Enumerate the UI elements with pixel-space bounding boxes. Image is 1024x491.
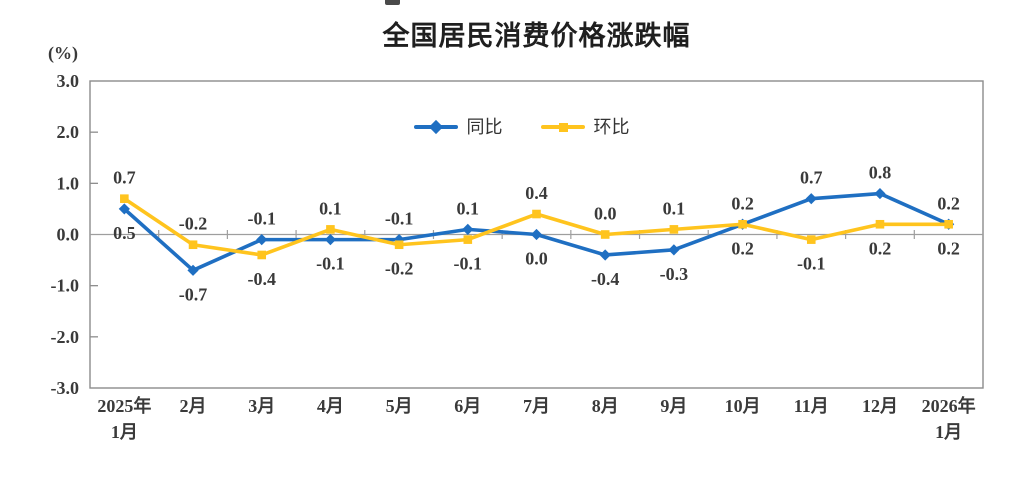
yoy-data-label: 0.1 <box>457 198 480 218</box>
square-marker-icon <box>669 225 679 234</box>
mom-data-label: 0.2 <box>731 238 754 258</box>
mom-data-label: 0.4 <box>525 183 548 203</box>
yoy-data-label: 0.5 <box>113 223 136 243</box>
diamond-marker-icon <box>393 234 405 246</box>
y-tick-label: 1.0 <box>57 173 80 193</box>
x-tick-label: 2月 <box>180 396 207 416</box>
square-marker-icon <box>944 219 953 229</box>
y-tick-label: -1.0 <box>51 276 80 296</box>
diamond-marker-icon <box>805 193 817 205</box>
yoy-data-label: 0.2 <box>731 193 754 213</box>
yoy-data-label: -0.3 <box>660 264 689 284</box>
y-tick-label: 2.0 <box>57 122 80 142</box>
y-tick-label: -2.0 <box>51 327 80 347</box>
legend-item-mom: 环比 <box>540 116 630 138</box>
diamond-marker-icon <box>324 234 337 246</box>
x-tick-label: 6月 <box>454 396 481 416</box>
square-marker-icon <box>188 240 198 250</box>
mom-data-label: 0.2 <box>937 238 960 258</box>
diamond-marker-icon <box>530 228 543 241</box>
square-marker-icon <box>120 194 129 203</box>
diamond-marker-icon <box>118 203 130 215</box>
diamond-marker-icon <box>462 223 474 235</box>
diamond-marker-icon <box>668 244 680 256</box>
x-tick-label: 4月 <box>317 396 344 416</box>
mom-data-label: 0.7 <box>113 168 136 188</box>
diamond-marker-icon <box>599 249 611 261</box>
yoy-data-label: -0.1 <box>385 209 414 229</box>
square-marker-icon <box>463 235 473 244</box>
legend: 同比 环比 <box>75 115 968 139</box>
diamond-marker-icon <box>874 187 886 200</box>
mom-data-label: 0.1 <box>319 198 342 218</box>
square-marker-icon <box>532 209 541 219</box>
x-tick-label: 2025年 1月 <box>97 395 151 442</box>
mom-data-label: 0.0 <box>594 204 617 224</box>
y-tick-label: 0.0 <box>57 225 80 245</box>
square-marker-icon <box>326 225 335 234</box>
x-tick-label: 11月 <box>794 396 829 416</box>
mom-data-label: 0.2 <box>869 238 892 258</box>
yoy-data-label: 0.0 <box>525 249 548 269</box>
mom-data-label: -0.1 <box>454 254 483 274</box>
yoy-data-label: 0.8 <box>869 163 892 183</box>
yoy-line-swatch <box>413 119 458 135</box>
chart-title: 全国居民消费价格涨跌幅 <box>382 21 691 51</box>
legend-item-yoy: 同比 <box>413 116 503 138</box>
square-marker-icon <box>875 219 885 229</box>
yoy-data-label: 0.7 <box>800 168 823 188</box>
y-tick-label: -3.0 <box>51 378 80 398</box>
yoy-data-label: -0.1 <box>316 254 345 274</box>
diamond-marker-icon <box>256 234 268 246</box>
top-crop-artifact <box>385 0 400 5</box>
square-marker-icon <box>738 219 747 229</box>
x-tick-label: 2026年 1月 <box>922 395 976 442</box>
legend-label-yoy: 同比 <box>466 117 503 137</box>
x-tick-label: 7月 <box>523 396 550 416</box>
legend-label-mom: 环比 <box>593 117 630 137</box>
x-tick-label: 5月 <box>386 396 413 416</box>
square-marker-icon <box>394 240 404 250</box>
x-tick-label: 9月 <box>660 396 687 416</box>
mom-data-label: -0.1 <box>797 254 826 274</box>
x-tick-label: 10月 <box>725 396 761 416</box>
y-axis-unit-label: (%) <box>48 43 78 63</box>
mom-data-label: -0.2 <box>385 259 414 279</box>
diamond-marker-icon <box>187 264 199 276</box>
square-marker-icon <box>600 230 610 239</box>
square-marker-icon <box>257 250 267 260</box>
mom-line-swatch <box>540 120 585 134</box>
yoy-data-label: -0.1 <box>247 209 276 229</box>
x-tick-label: 12月 <box>862 396 898 416</box>
mom-data-label: -0.4 <box>247 269 276 289</box>
square-marker-icon <box>806 235 816 244</box>
yoy-data-label: -0.4 <box>591 269 620 289</box>
mom-data-label: 0.1 <box>663 198 686 218</box>
square-marker-icon <box>558 123 568 132</box>
diamond-marker-icon <box>428 119 443 135</box>
yoy-data-label: 0.2 <box>937 193 960 213</box>
mom-data-label: -0.2 <box>179 214 208 234</box>
y-tick-label: 3.0 <box>57 71 80 91</box>
yoy-data-label: -0.7 <box>179 284 208 304</box>
x-tick-label: 8月 <box>592 396 619 416</box>
x-tick-label: 3月 <box>248 396 275 416</box>
